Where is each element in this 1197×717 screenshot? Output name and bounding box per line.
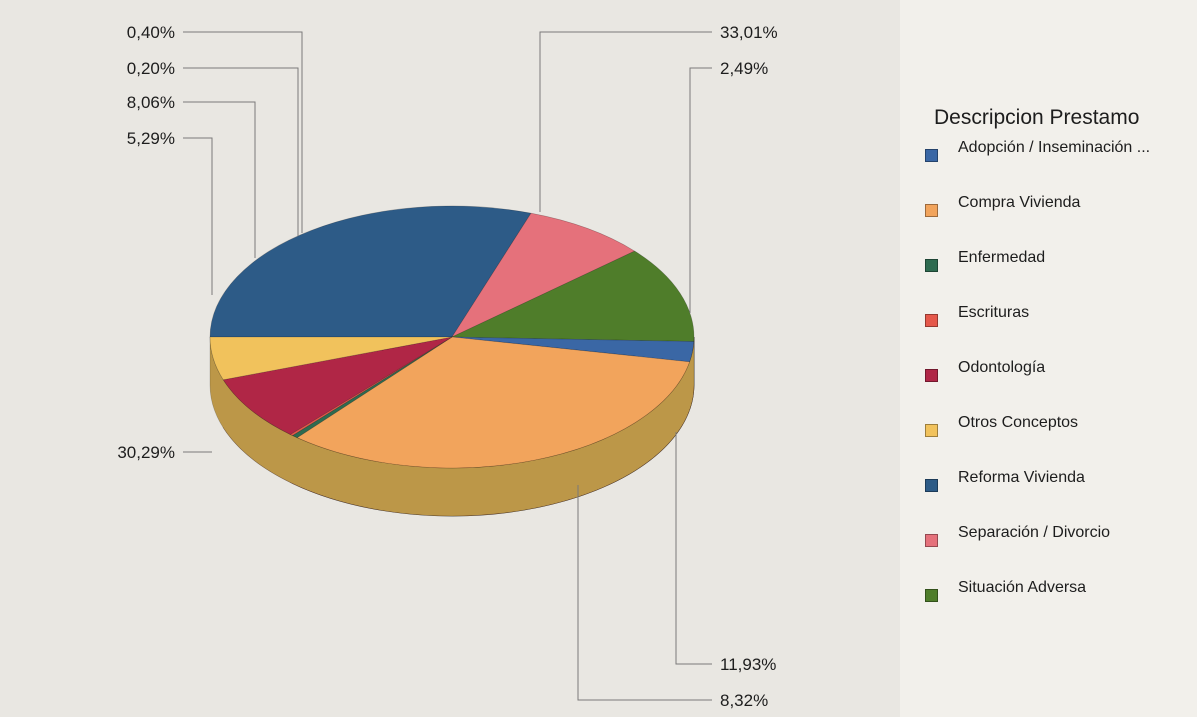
- legend-label: Odontología: [958, 359, 1046, 376]
- pie-top: [209, 205, 695, 469]
- leader-line-compra-vivienda: [539, 31, 712, 212]
- leader-line-adopcion-inseminacion: [689, 67, 712, 313]
- legend-item-otros-conceptos: Otros Conceptos: [920, 413, 1190, 468]
- legend-swatch: [925, 149, 938, 162]
- legend-label: Escrituras: [958, 304, 1030, 321]
- slice-label-reforma-vivienda: 30,29%: [117, 443, 175, 462]
- leader-line-separacion-divorcio: [577, 485, 712, 701]
- legend-label: Enfermedad: [958, 249, 1046, 266]
- legend-item-situacion-adversa: Situación Adversa: [920, 578, 1190, 633]
- legend-label: Adopción / Inseminación ...: [958, 139, 1151, 156]
- legend: Descripcion Prestamo Adopción / Insemina…: [920, 104, 1190, 633]
- slice-label-adopcion-inseminacion: 2,49%: [720, 59, 768, 78]
- legend-swatch: [925, 589, 938, 602]
- plot-area: 2,49% 33,01% 0,40% 0,20% 8,06% 5,29% 30,29% 8,3…: [117, 23, 778, 710]
- legend-item-adopcion-inseminacion: Adopción / Inseminación ...: [920, 138, 1190, 193]
- pie-slice-situacion-adversa: [451, 250, 695, 342]
- legend-swatch: [925, 424, 938, 437]
- legend-item-escrituras: Escrituras: [920, 303, 1190, 358]
- pie-chart: 2,49% 33,01% 0,40% 0,20% 8,06% 5,29% 30,29% 8,3…: [117, 23, 777, 710]
- legend-label: Reforma Vivienda: [958, 469, 1085, 486]
- leader-line-odontologia: [183, 101, 256, 258]
- legend-label: Situación Adversa: [958, 579, 1087, 596]
- pie-slice-enfermedad: [291, 336, 453, 439]
- slice-label-otros-conceptos: 5,29%: [127, 129, 175, 148]
- legend-item-enfermedad: Enfermedad: [920, 248, 1190, 303]
- pie-slice-otros-conceptos: [209, 336, 453, 381]
- legend-item-compra-vivienda: Compra Vivienda: [920, 193, 1190, 248]
- legend-items: Adopción / Inseminación ... Compra Vivien…: [920, 138, 1190, 633]
- slice-label-odontologia: 8,06%: [127, 93, 175, 112]
- pie-slice-adopcion-inseminacion: [451, 336, 695, 363]
- pie-slice-compra-vivienda: [296, 336, 691, 469]
- slice-label-situacion-adversa: 11,93%: [720, 655, 776, 674]
- legend-label: Otros Conceptos: [958, 414, 1079, 431]
- leader-line-enfermedad: [183, 31, 303, 233]
- legend-swatch: [925, 369, 938, 382]
- leader-line-escrituras: [183, 67, 299, 236]
- slice-label-escrituras: 0,20%: [127, 59, 175, 78]
- legend-swatch: [925, 479, 938, 492]
- slice-label-enfermedad: 0,40%: [127, 23, 175, 42]
- leader-lines: [183, 31, 712, 701]
- pie-slice-escrituras: [289, 336, 453, 436]
- slice-labels: 2,49% 33,01% 0,40% 0,20% 8,06% 5,29% 30,29% 8,3…: [117, 23, 777, 710]
- legend-item-separacion-divorcio: Separación / Divorcio: [920, 523, 1190, 578]
- legend-label: Separación / Divorcio: [958, 524, 1111, 541]
- legend-swatch: [925, 204, 938, 217]
- legend-swatch: [925, 314, 938, 327]
- slice-label-separacion-divorcio: 8,32%: [720, 691, 768, 710]
- legend-swatch: [925, 259, 938, 272]
- legend-title: Descripcion Prestamo: [934, 106, 1140, 129]
- pie-slice-reforma-vivienda: [209, 205, 532, 338]
- pie-slice-odontologia: [222, 336, 453, 435]
- pie-slice-separacion-divorcio: [451, 212, 636, 338]
- slice-label-compra-vivienda: 33,01%: [720, 23, 778, 42]
- legend-item-reforma-vivienda: Reforma Vivienda: [920, 468, 1190, 523]
- leader-line-situacion-adversa: [675, 432, 712, 665]
- legend-item-odontologia: Odontología: [920, 358, 1190, 413]
- leader-line-otros-conceptos: [183, 137, 213, 295]
- legend-swatch: [925, 534, 938, 547]
- legend-label: Compra Vivienda: [958, 194, 1081, 211]
